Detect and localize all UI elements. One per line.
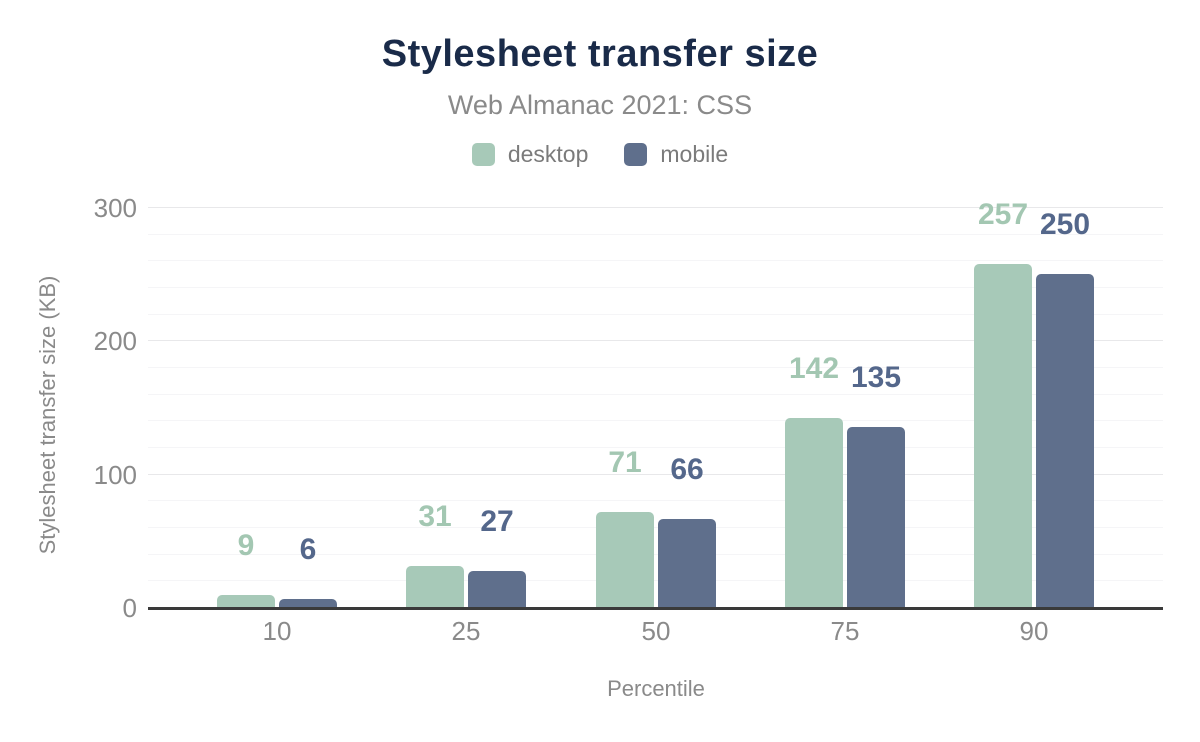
x-tick-label-p90: 90	[1019, 616, 1049, 646]
y-tick-label-100: 100	[93, 460, 137, 490]
desktop-swatch-icon	[471, 143, 495, 166]
x-tick-label-p10: 10	[262, 616, 292, 646]
major-gridline-200	[148, 340, 1163, 341]
bar-mobile-p25	[468, 571, 526, 607]
value-label-desktop-p10: 9	[237, 529, 255, 562]
x-axis-line	[148, 607, 1163, 610]
value-label-mobile-p90: 250	[1039, 208, 1091, 241]
minor-gridline-240	[148, 287, 1163, 288]
minor-gridline-180	[148, 367, 1163, 368]
minor-gridline-140	[148, 420, 1163, 421]
value-label-desktop-p75: 142	[788, 352, 840, 385]
bar-desktop-p75	[785, 418, 843, 607]
y-tick-label-0: 0	[122, 593, 137, 623]
bar-mobile-p75	[847, 427, 905, 607]
value-label-mobile-p75: 135	[850, 361, 902, 394]
minor-gridline-60	[148, 527, 1163, 528]
bar-mobile-p10	[279, 599, 337, 607]
bar-desktop-p10	[217, 595, 275, 607]
minor-gridline-280	[148, 234, 1163, 235]
minor-gridline-220	[148, 314, 1163, 315]
value-label-mobile-p10: 6	[299, 533, 317, 566]
x-tick-label-p25: 25	[451, 616, 481, 646]
minor-gridline-260	[148, 260, 1163, 261]
legend-label-desktop: desktop	[507, 141, 589, 167]
value-label-mobile-p25: 27	[480, 505, 514, 538]
major-gridline-100	[148, 474, 1163, 475]
legend: desktop mobile	[0, 141, 1200, 168]
value-label-desktop-p90: 257	[977, 198, 1029, 231]
legend-label-mobile: mobile	[660, 141, 729, 167]
major-gridline-300	[148, 207, 1163, 208]
bar-desktop-p25	[406, 566, 464, 607]
minor-gridline-80	[148, 500, 1163, 501]
legend-item-mobile: mobile	[624, 141, 728, 168]
value-label-mobile-p50: 66	[670, 453, 704, 486]
y-tick-label-300: 300	[93, 193, 137, 223]
value-label-desktop-p50: 71	[608, 446, 642, 479]
bar-desktop-p90	[974, 264, 1032, 607]
chart-subtitle: Web Almanac 2021: CSS	[447, 90, 753, 120]
minor-gridline-160	[148, 394, 1163, 395]
minor-gridline-40	[148, 554, 1163, 555]
y-tick-label-200: 200	[93, 326, 137, 356]
bar-mobile-p90	[1036, 274, 1094, 607]
x-axis-title: Percentile	[607, 676, 705, 701]
legend-item-desktop: desktop	[471, 141, 589, 168]
bar-desktop-p50	[596, 512, 654, 607]
x-tick-label-p50: 50	[641, 616, 671, 646]
value-label-desktop-p25: 31	[418, 500, 452, 533]
minor-gridline-120	[148, 447, 1163, 448]
bar-mobile-p50	[658, 519, 716, 607]
x-tick-label-p75: 75	[830, 616, 860, 646]
minor-gridline-20	[148, 580, 1163, 581]
mobile-swatch-icon	[624, 143, 648, 166]
chart-title: Stylesheet transfer size	[381, 33, 819, 75]
